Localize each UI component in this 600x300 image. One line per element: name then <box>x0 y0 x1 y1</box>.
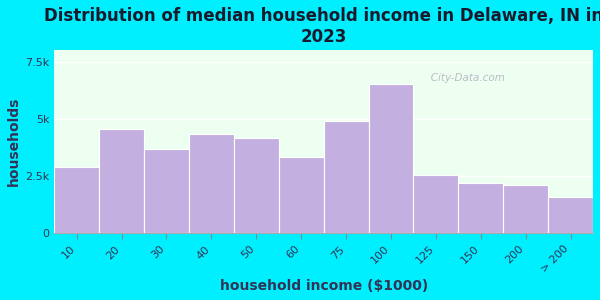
X-axis label: household income ($1000): household income ($1000) <box>220 279 428 293</box>
Bar <box>368 85 413 233</box>
Bar <box>323 121 368 233</box>
Bar <box>413 175 458 233</box>
Bar <box>54 167 99 233</box>
Bar <box>99 129 144 233</box>
Bar <box>503 185 548 233</box>
Text: City-Data.com: City-Data.com <box>421 73 505 82</box>
Bar <box>234 138 279 233</box>
Title: Distribution of median household income in Delaware, IN in
2023: Distribution of median household income … <box>44 7 600 46</box>
Bar <box>548 197 593 233</box>
Y-axis label: households: households <box>7 97 21 187</box>
Bar <box>279 157 323 233</box>
Bar <box>189 134 234 233</box>
Bar <box>458 183 503 233</box>
Bar <box>144 148 189 233</box>
